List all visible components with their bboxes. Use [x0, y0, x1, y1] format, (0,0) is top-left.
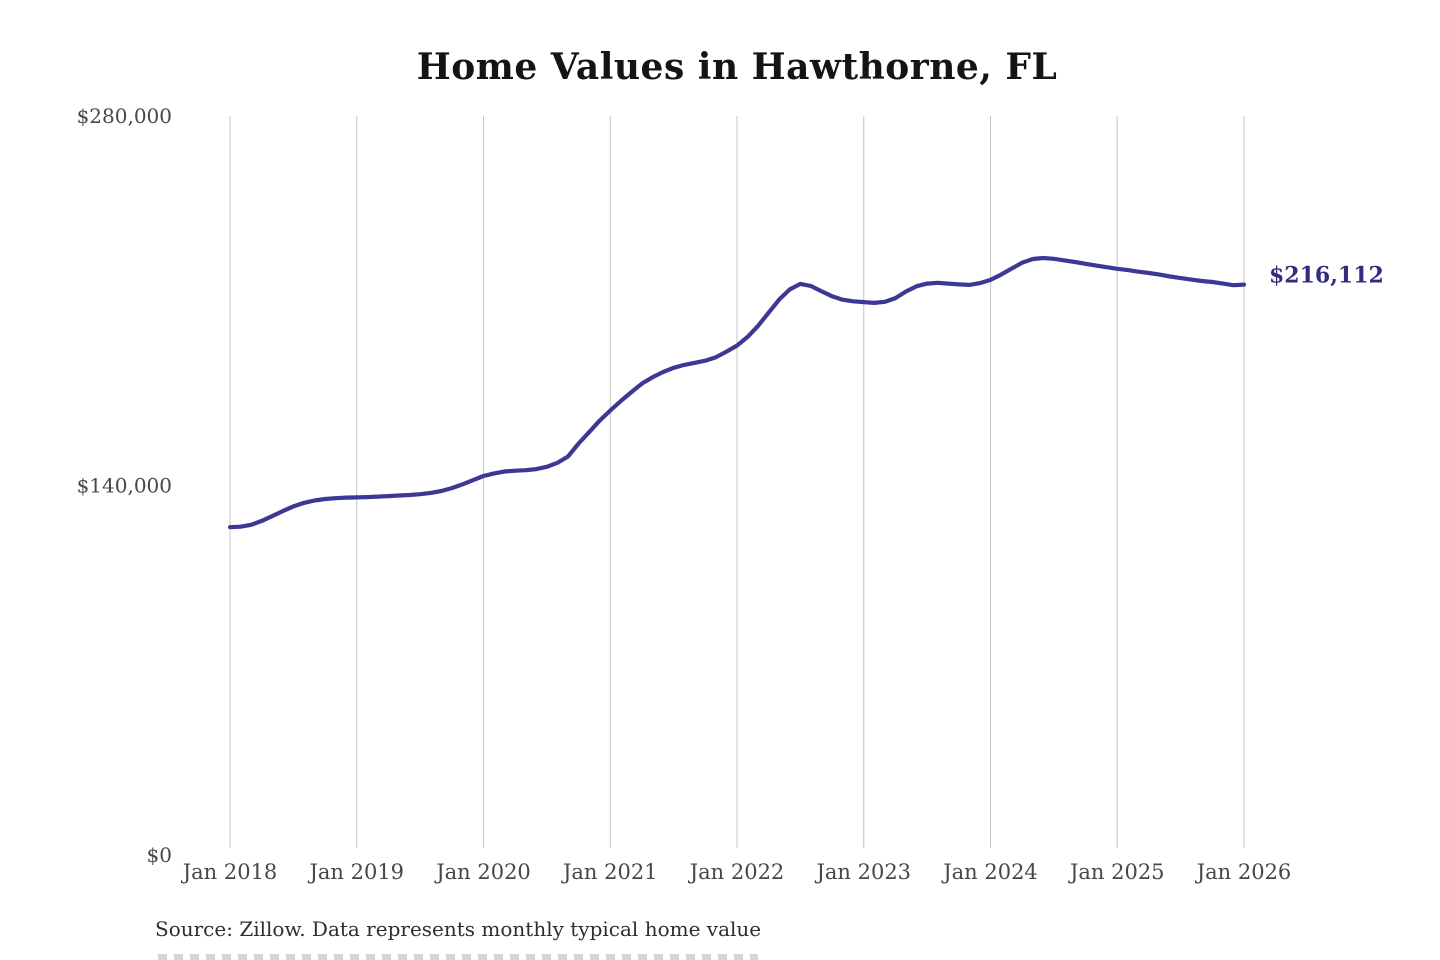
cropped-text-remnant [158, 954, 758, 960]
x-tick-label: Jan 2026 [1195, 860, 1292, 884]
current-value-label: $216,112 [1269, 263, 1384, 289]
y-tick-label: $280,000 [77, 104, 172, 128]
x-tick-label: Jan 2021 [561, 860, 658, 884]
x-tick-label: Jan 2023 [814, 860, 911, 884]
y-tick-label: $140,000 [77, 474, 172, 498]
y-tick-label: $0 [147, 843, 172, 867]
x-tick-label: Jan 2020 [434, 860, 531, 884]
x-tick-label: Jan 2018 [181, 860, 278, 884]
home-value-line [227, 255, 1247, 530]
chart-title: Home Values in Hawthorne, FL [416, 46, 1058, 88]
x-tick-label: Jan 2024 [941, 860, 1038, 884]
source-note: Source: Zillow. Data represents monthly … [155, 917, 762, 941]
x-tick-label: Jan 2019 [307, 860, 404, 884]
x-tick-label: Jan 2025 [1068, 860, 1165, 884]
x-tick-label: Jan 2022 [688, 860, 785, 884]
